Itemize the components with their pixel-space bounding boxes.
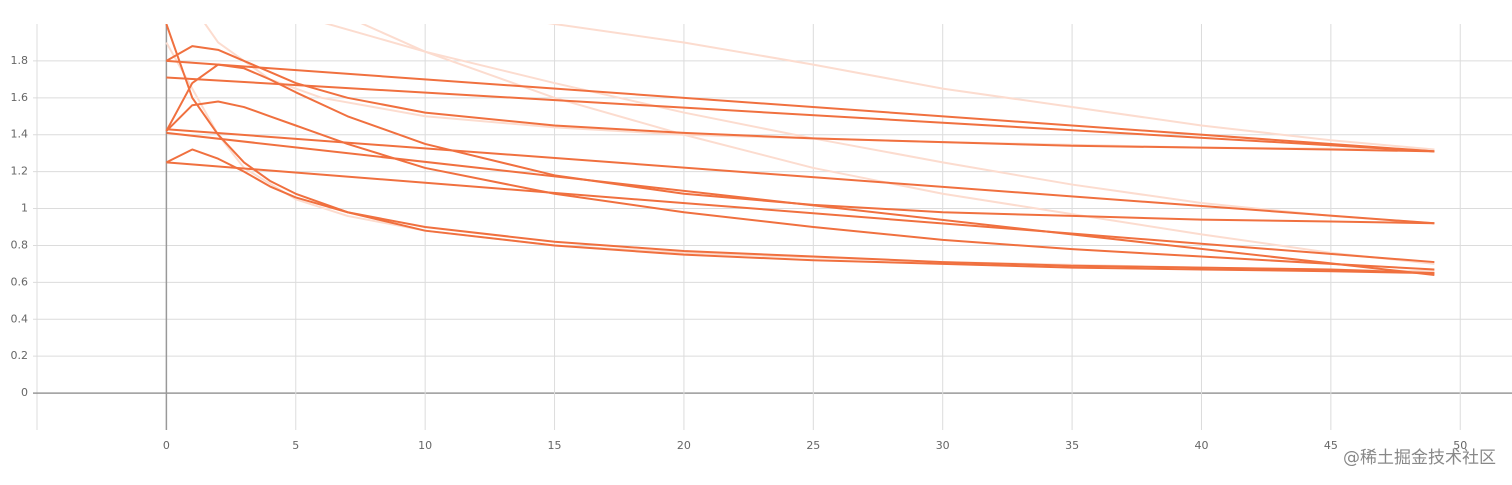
series-line <box>165 100 1435 271</box>
series-line <box>166 59 1435 153</box>
series-line <box>166 128 1435 225</box>
plot-area <box>165 24 1435 276</box>
x-tick-label: 20 <box>677 439 691 452</box>
x-tick-label: 25 <box>806 439 820 452</box>
y-tick-label: 0.2 <box>11 349 29 362</box>
y-tick-label: 1.4 <box>11 128 29 141</box>
y-tick-label: 1.8 <box>11 54 29 67</box>
y-tick-label: 1.2 <box>11 165 29 178</box>
y-tick-label: 0.6 <box>11 275 29 288</box>
x-tick-label: 10 <box>418 439 432 452</box>
series-line <box>165 41 1435 273</box>
x-tick-label: 50 <box>1453 439 1467 452</box>
series-line <box>324 24 1435 225</box>
x-tick-label: 30 <box>936 439 950 452</box>
series-line <box>360 24 1435 265</box>
x-tick-label: 40 <box>1194 439 1208 452</box>
series-line <box>166 76 1435 153</box>
x-tick-label: 0 <box>163 439 170 452</box>
series-line <box>165 24 1435 275</box>
x-tick-label: 35 <box>1065 439 1079 452</box>
y-tick-label: 0 <box>21 386 28 399</box>
series-line <box>166 161 1435 264</box>
y-tick-label: 1.6 <box>11 91 29 104</box>
x-tick-label: 5 <box>292 439 299 452</box>
y-tick-label: 1 <box>21 202 28 215</box>
watermark: @稀土掘金技术社区 <box>1343 448 1496 468</box>
series-line <box>165 45 1435 153</box>
x-tick-label: 45 <box>1324 439 1338 452</box>
x-tick-label: 15 <box>548 439 562 452</box>
series-line <box>547 24 1435 151</box>
series-line <box>166 131 1435 276</box>
y-tick-label: 0.4 <box>11 312 29 325</box>
y-tick-label: 0.8 <box>11 238 29 251</box>
series-line <box>165 148 1435 275</box>
